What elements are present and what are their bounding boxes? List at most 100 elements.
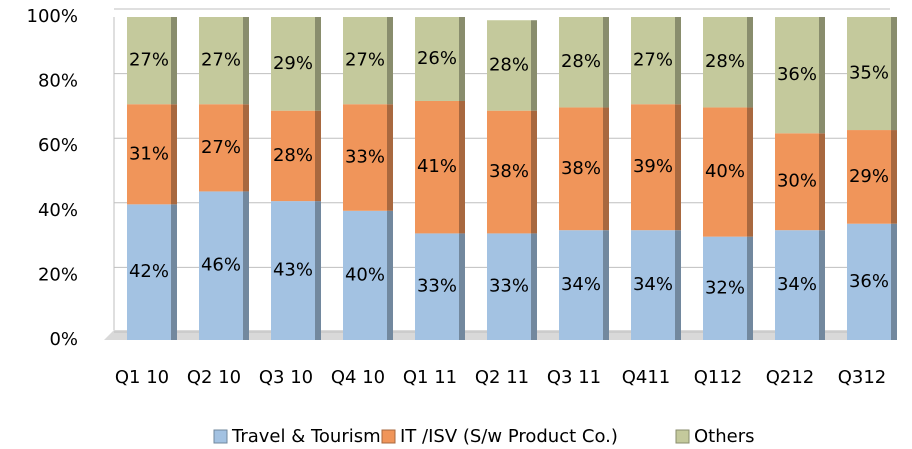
bar-side: [315, 110, 321, 202]
bar-side: [747, 236, 753, 340]
bar-segment: [559, 17, 603, 108]
value-label: 27%: [201, 50, 241, 71]
bar-side: [459, 233, 465, 340]
bar-side: [459, 100, 465, 234]
bar-side: [675, 104, 681, 231]
value-label: 38%: [489, 161, 529, 182]
bar-segment: [271, 17, 315, 111]
legend-label: Travel & Tourism: [231, 426, 381, 447]
bar-segment: [343, 210, 387, 340]
bar-side: [243, 17, 249, 105]
bar-side: [891, 223, 897, 340]
bar-segment: [631, 17, 675, 105]
value-label: 32%: [705, 277, 745, 298]
bar-segment: [127, 204, 171, 340]
bar-side: [315, 201, 321, 340]
value-label: 29%: [273, 53, 313, 74]
y-tick-label: 40%: [38, 200, 78, 221]
value-label: 40%: [345, 264, 385, 285]
x-tick-label: Q3 10: [259, 367, 313, 388]
x-tick-label: Q212: [766, 367, 815, 388]
value-label: 35%: [849, 63, 889, 84]
x-tick-label: Q312: [838, 367, 887, 388]
bar-side: [387, 210, 393, 340]
x-tick-label: Q4 10: [331, 367, 385, 388]
bar-side: [459, 17, 465, 101]
bar-segment: [559, 230, 603, 340]
bar-side: [675, 17, 681, 105]
value-label: 31%: [129, 143, 169, 164]
y-tick-label: 20%: [38, 264, 78, 285]
bar-side: [603, 230, 609, 340]
x-tick-label: Q2 11: [475, 367, 529, 388]
bar-side: [603, 17, 609, 108]
bar-segment: [343, 104, 387, 211]
bar-segment: [703, 107, 747, 237]
value-label: 41%: [417, 156, 457, 177]
legend-label: Others: [694, 426, 755, 447]
value-label: 34%: [633, 274, 673, 295]
value-label: 27%: [129, 50, 169, 71]
bar-side: [387, 104, 393, 211]
y-tick-label: 80%: [38, 71, 78, 92]
value-label: 28%: [561, 51, 601, 72]
value-label: 39%: [633, 156, 673, 177]
x-tick-label: Q3 11: [547, 367, 601, 388]
value-label: 26%: [417, 48, 457, 69]
legend-swatch: [381, 429, 396, 444]
bar-side: [603, 107, 609, 231]
value-label: 33%: [417, 276, 457, 297]
bar-segment: [631, 104, 675, 231]
x-tick-label: Q2 10: [187, 367, 241, 388]
bar-segment: [199, 191, 243, 340]
bar-segment: [271, 201, 315, 340]
value-label: 36%: [849, 271, 889, 292]
x-tick-label: Q411: [622, 367, 671, 388]
bar-side: [891, 17, 897, 131]
bar-segment: [775, 17, 819, 134]
bar-side: [171, 204, 177, 340]
value-label: 40%: [705, 161, 745, 182]
y-tick-label: 0%: [49, 329, 78, 350]
bar-side: [531, 233, 537, 340]
bar-segment: [775, 133, 819, 231]
bar-segment: [847, 17, 891, 131]
bar-side: [675, 230, 681, 340]
bar-segment: [847, 130, 891, 224]
bar-segment: [487, 20, 531, 111]
bar-side: [819, 133, 825, 231]
bar-side: [243, 191, 249, 340]
bar-side: [387, 17, 393, 105]
bar-segment: [631, 230, 675, 340]
bar-segment: [415, 17, 459, 101]
value-label: 33%: [345, 147, 385, 168]
value-label: 38%: [561, 158, 601, 179]
legend-swatch: [675, 429, 690, 444]
bar-side: [171, 17, 177, 105]
value-label: 30%: [777, 171, 817, 192]
bar-side: [315, 17, 321, 111]
bar-side: [819, 17, 825, 134]
y-tick-label: 100%: [27, 6, 78, 27]
bar-segment: [487, 110, 531, 234]
bar-side: [531, 20, 537, 111]
x-tick-label: Q112: [694, 367, 743, 388]
bar-segment: [415, 100, 459, 234]
bar-segment: [199, 104, 243, 192]
value-label: 28%: [489, 54, 529, 75]
value-label: 43%: [273, 260, 313, 281]
value-label: 36%: [777, 64, 817, 85]
bar-segment: [415, 233, 459, 340]
bar-side: [171, 104, 177, 205]
legend-swatch: [213, 429, 228, 444]
bar-side: [891, 130, 897, 224]
value-label: 27%: [201, 137, 241, 158]
value-label: 28%: [273, 145, 313, 166]
value-label: 29%: [849, 166, 889, 187]
bar-segment: [847, 223, 891, 340]
value-label: 34%: [777, 274, 817, 295]
x-tick-label: Q1 10: [115, 367, 169, 388]
value-label: 27%: [345, 50, 385, 71]
value-label: 27%: [633, 50, 673, 71]
